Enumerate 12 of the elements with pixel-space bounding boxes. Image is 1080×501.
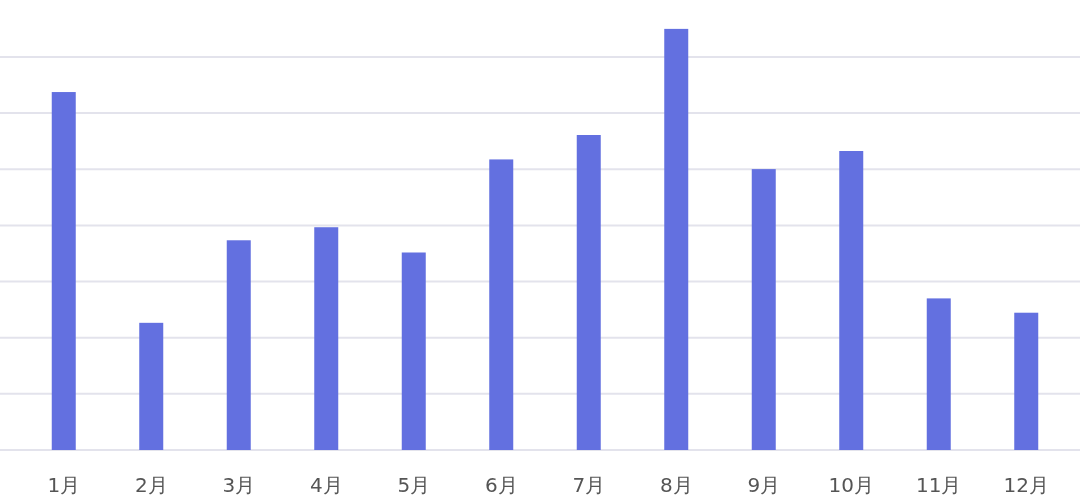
x-tick-label: 2月: [134, 473, 168, 497]
x-tick-label: 5月: [397, 473, 431, 497]
x-tick-label: 3月: [222, 473, 256, 497]
x-tick-label: 1月: [47, 473, 81, 497]
x-tick-label: 9月: [747, 473, 781, 497]
x-tick-label: 4月: [309, 473, 343, 497]
x-tick-label: 12月: [1003, 473, 1049, 497]
x-tick-label: 10月: [828, 473, 874, 497]
x-tick-label: 6月: [484, 473, 518, 497]
x-tick-label: 7月: [572, 473, 606, 497]
x-tick-label: 11月: [916, 473, 962, 497]
x-tick-label: 8月: [659, 473, 693, 497]
